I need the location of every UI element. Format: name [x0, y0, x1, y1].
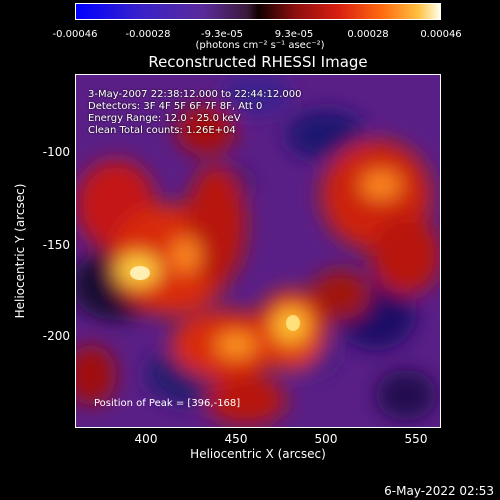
timestamp: 6-May-2022 02:53: [384, 484, 494, 498]
blob: [371, 215, 440, 295]
blob: [206, 375, 286, 425]
image-plot: 3-May-2007 22:38:12.000 to 22:44:12.000 …: [75, 74, 441, 428]
blob: [186, 165, 246, 285]
x-axis-label: Heliocentric X (arcsec): [190, 447, 326, 461]
peak-spot: [130, 266, 150, 280]
x-tick-label: 550: [404, 432, 428, 446]
hot-spot: [361, 171, 401, 199]
colorbar-tick: -9.3e-05: [201, 29, 243, 40]
blob: [76, 345, 116, 405]
info-line: Energy Range: 12.0 - 25.0 keV: [88, 113, 241, 124]
hot-spot: [172, 237, 200, 273]
blob: [176, 105, 236, 155]
colorbar-tick: 0.00028: [347, 29, 389, 40]
x-tick-label: 500: [314, 432, 338, 446]
peak-position: Position of Peak = [396,-168]: [94, 398, 241, 409]
y-tick-label: -100: [42, 145, 70, 159]
blob: [311, 270, 371, 320]
y-tick-label: -150: [42, 238, 70, 252]
info-line: 3-May-2007 22:38:12.000 to 22:44:12.000: [88, 89, 302, 100]
info-line: Detectors: 3F 4F 5F 6F 7F 8F, Att 0: [88, 101, 263, 112]
x-tick-label: 450: [224, 432, 248, 446]
colorbar-tick: 9.3e-05: [274, 29, 314, 40]
heatmap-blobs: [76, 75, 440, 425]
plot-title: Reconstructed RHESSI Image: [148, 53, 368, 71]
info-line: Clean Total counts: 1.26E+04: [88, 125, 236, 136]
y-tick-label: -200: [42, 329, 70, 343]
blob: [221, 75, 291, 115]
y-axis-label: Heliocentric Y (arcsec): [13, 183, 27, 319]
heatmap-image: [76, 75, 440, 427]
hot-peaks: [130, 266, 300, 331]
colorbar: [75, 3, 441, 20]
blob: [376, 370, 436, 420]
colorbar-tick: -0.00028: [125, 29, 171, 40]
blob: [286, 110, 366, 160]
colorbar-units: (photons cm⁻² s⁻¹ asec⁻²): [195, 40, 325, 51]
colorbar-tick: -0.00046: [52, 29, 98, 40]
peak-spot: [286, 315, 300, 331]
colorbar-tick: 0.00046: [420, 29, 462, 40]
x-tick-label: 400: [134, 432, 158, 446]
hot-spot: [216, 333, 256, 357]
